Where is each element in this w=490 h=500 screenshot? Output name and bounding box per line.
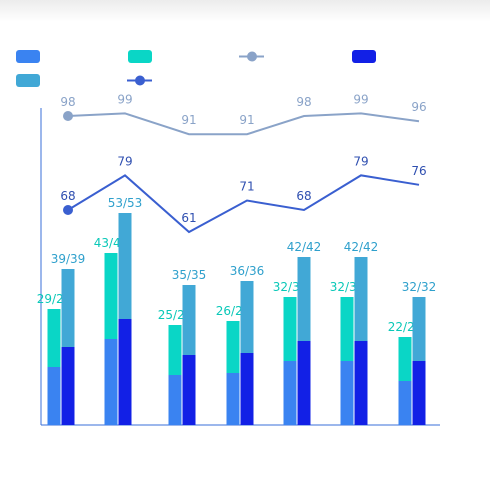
line-label-series1-2: 99 [117,92,132,106]
legend-swatch-1 [16,50,40,63]
bar-group1-seg1-cat6 [340,361,354,425]
line-series-1 [67,112,420,136]
bar-group2-seg2-cat4 [240,281,254,353]
bar-group1-seg2-cat7 [398,337,412,381]
bar-label-group2-cat7: 32/32 [402,280,437,294]
line-label-series2-7: 76 [411,164,426,178]
bar-label-group2-cat5: 42/42 [287,240,322,254]
line-label-series2-6: 79 [353,154,368,168]
bar-group2-seg1-cat3 [182,355,196,425]
legend-marker-3 [247,51,257,62]
bar-group1-seg1-cat1 [47,367,61,425]
legend-swatch-4 [352,50,376,63]
bar-group2-seg2-cat7 [412,297,426,361]
bar-group1-seg2-cat5 [283,297,297,361]
bar-label-group2-cat6: 42/42 [344,240,379,254]
line-label-series1-7: 96 [411,100,426,114]
line-label-series1-3: 91 [181,113,196,127]
bar-group2-seg1-cat7 [412,361,426,425]
bar-group2-seg2-cat5 [297,257,311,341]
line-point-series2-1 [63,205,73,215]
bar-group2-seg1-cat5 [297,341,311,425]
line-label-series2-2: 79 [117,154,132,168]
legend-swatch-5 [16,74,40,87]
line-label-series1-4: 91 [239,113,254,127]
bar-group1-seg2-cat4 [226,321,240,373]
bar-group1-seg2-cat2 [104,253,118,339]
bar-group2-seg1-cat2 [118,319,132,425]
line-label-series2-4: 71 [239,180,254,194]
bar-group2-seg2-cat3 [182,285,196,355]
line-label-series2-3: 61 [181,211,196,225]
line-label-series1-1: 98 [60,95,75,109]
bar-label-group2-cat1: 39/39 [51,252,86,266]
line-label-series1-5: 98 [296,95,311,109]
line-series-2 [67,174,420,234]
bar-label-group2-cat4: 36/36 [230,264,265,278]
line-label-series1-6: 99 [353,92,368,106]
legend-swatch-2 [128,50,152,63]
bar-group1-seg1-cat7 [398,381,412,425]
bar-group1-seg1-cat5 [283,361,297,425]
legend-marker-6 [135,75,145,86]
bar-group1-seg1-cat4 [226,373,240,425]
bar-group1-seg2-cat6 [340,297,354,361]
bar-group2-seg2-cat6 [354,257,368,341]
line-label-series2-5: 68 [296,189,311,203]
bar-group2-seg1-cat1 [61,347,75,425]
bar-group2-seg2-cat1 [61,269,75,347]
line-point-series1-1 [63,111,73,121]
bar-label-group2-cat3: 35/35 [172,268,207,282]
bar-group2-seg1-cat6 [354,341,368,425]
bar-label-group2-cat2: 53/53 [108,196,143,210]
bar-group1-seg2-cat1 [47,309,61,367]
bar-group1-seg1-cat2 [104,339,118,425]
bar-group2-seg2-cat2 [118,213,132,319]
bar-group2-seg1-cat4 [240,353,254,425]
line-label-series2-1: 68 [60,189,75,203]
bar-group1-seg2-cat3 [168,325,182,375]
bar-group1-seg1-cat3 [168,375,182,425]
